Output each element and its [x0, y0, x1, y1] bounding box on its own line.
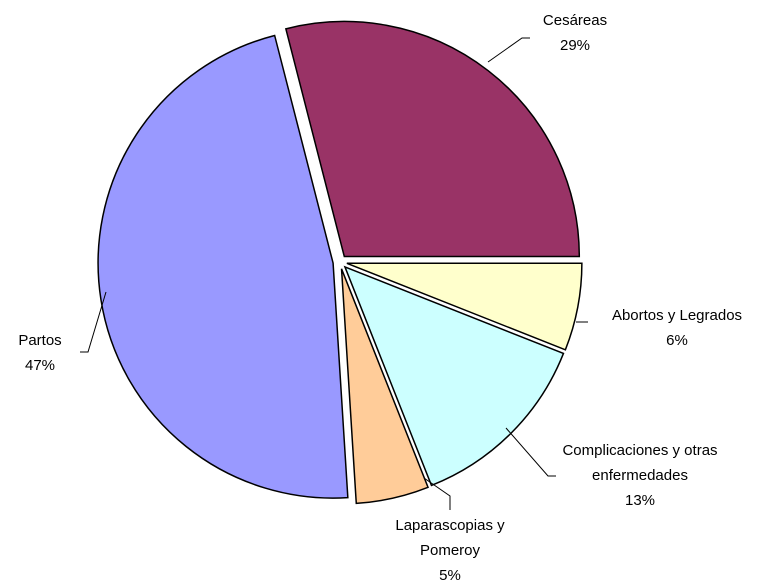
category-label: Partos [18, 332, 62, 349]
pie-slice [284, 20, 581, 258]
value-label: 6% [666, 332, 688, 349]
slice-label: Partos 47% [0, 328, 80, 378]
slice-label: Complicaciones y otras enfermedades 13% [540, 438, 740, 513]
leader-line [80, 291, 107, 353]
category-label: Abortos y Legrados [611, 307, 743, 324]
pie-slice [340, 268, 430, 505]
value-label: 13% [624, 492, 656, 509]
leader-line [423, 477, 451, 510]
category-label: Cesáreas [542, 12, 608, 29]
value-label: 47% [24, 357, 56, 374]
slice-label: Cesáreas 29% [505, 8, 645, 58]
leader-line [487, 37, 530, 63]
value-label: 5% [439, 567, 461, 584]
category-label: Laparascopias y Pomeroy [395, 517, 505, 559]
slice-label: Laparascopias y Pomeroy 5% [365, 513, 535, 587]
pie-slice [97, 34, 349, 499]
value-label: 29% [559, 37, 591, 54]
category-label: Complicaciones y otras enfermedades [562, 442, 718, 484]
pie-slice [346, 262, 583, 351]
leader-line [505, 427, 556, 477]
slice-label: Abortos y Legrados 6% [582, 303, 772, 353]
